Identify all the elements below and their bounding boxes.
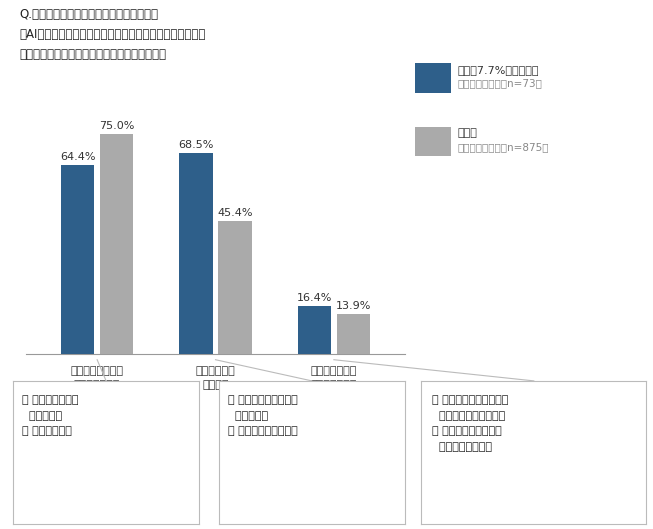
Text: 複数回答　全体（n=73）: 複数回答 全体（n=73）: [457, 78, 542, 88]
Bar: [61, 165, 94, 354]
Text: 複数回答　全体（n=875）: 複数回答 全体（n=875）: [457, 142, 549, 152]
Bar: [298, 306, 331, 354]
Text: 45.4%: 45.4%: [217, 208, 253, 218]
Text: Q.あなたの現在の業務の一部がシステム、
　AI、ロボット等の自動化手段によって削減された場合、
　削減された時間をどのように過ごしますか。: Q.あなたの現在の業務の一部がシステム、 AI、ロボット等の自動化手段によって削…: [20, 8, 206, 61]
Text: 64.4%: 64.4%: [60, 152, 95, 162]
Text: 68.5%: 68.5%: [178, 140, 214, 150]
Text: 16.4%: 16.4%: [296, 293, 332, 303]
Text: 13.9%: 13.9%: [336, 300, 371, 311]
Text: ・ ロボットに勝てるほど
  のスキルを身に付ける
・ 代替されないように
  スキル習熟を図る: ・ ロボットに勝てるほど のスキルを身に付ける ・ 代替されないように スキル習…: [432, 395, 509, 452]
Text: 75.0%: 75.0%: [99, 121, 135, 131]
Text: ・ プライベートを
  充実させる
・ 早く帰宅する: ・ プライベートを 充実させる ・ 早く帰宅する: [22, 395, 79, 436]
Bar: [219, 221, 251, 354]
Bar: [100, 134, 133, 354]
Text: ・ 付加価値の高い仕事
  を生み出す
・ 新しい業務を始める: ・ 付加価値の高い仕事 を生み出す ・ 新しい業務を始める: [228, 395, 298, 436]
Bar: [180, 153, 212, 354]
Text: その他: その他: [457, 128, 477, 138]
Bar: [337, 314, 370, 354]
Text: 「上位7.7%グループ」: 「上位7.7%グループ」: [457, 65, 539, 75]
